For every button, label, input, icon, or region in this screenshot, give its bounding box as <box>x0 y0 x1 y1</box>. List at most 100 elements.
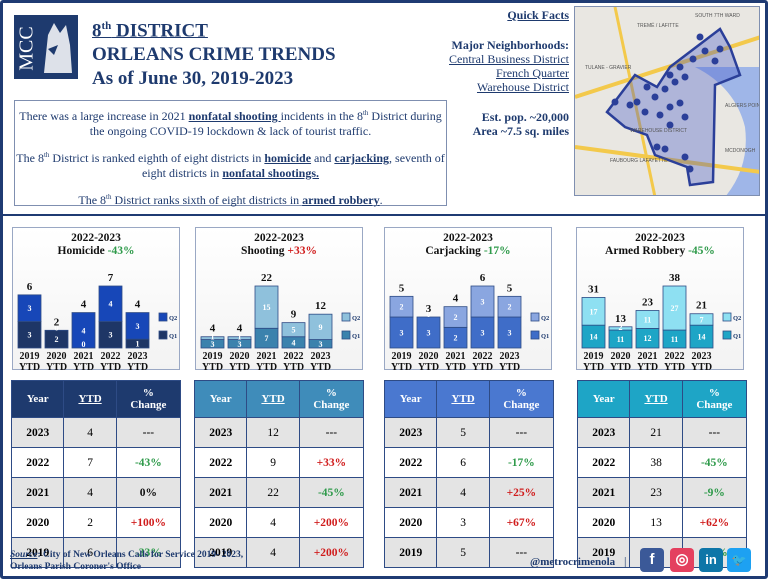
column-header-ytd: YTD <box>629 380 683 418</box>
cell-ytd: 22 <box>246 477 300 508</box>
x-tick-label: 2023 <box>692 351 712 362</box>
neighborhoods-label: Major Neighborhoods: <box>451 38 569 52</box>
bar-total-label: 9 <box>291 309 297 321</box>
table-row: 2021 4 0% <box>10 477 182 508</box>
bar-label-q2: 7 <box>700 315 704 324</box>
chart-crime-type: Carjacking <box>425 245 481 257</box>
x-tick-label: 2019 <box>203 351 223 362</box>
x-tick-label: 2021 <box>74 351 94 362</box>
bar-label-q1: 3 <box>481 329 485 338</box>
x-tick-label: 2023 <box>311 351 331 362</box>
x-tick-label: YTD <box>100 362 121 371</box>
bar-label-q2: 27 <box>671 304 679 313</box>
quick-facts-title: Quick Facts <box>507 8 569 22</box>
bar-label-q2: 3 <box>136 322 140 331</box>
table-header-row: Year YTD% Change <box>383 380 555 418</box>
x-tick-label: 2019 <box>20 351 40 362</box>
map-graphic: TREMÉ / LAFITTE SOUTH 7TH WARD TULANE - … <box>575 7 759 195</box>
bar-total-label: 31 <box>588 283 599 295</box>
bar-q2 <box>98 285 123 322</box>
chart-panel-armed-robbery: 2022-2023 Armed Robbery -45% 14 17 31 2019 Y… <box>576 227 744 371</box>
bar-q2 <box>689 313 714 326</box>
cell-ytd: 7 <box>63 447 117 478</box>
x-tick-label: 2019 <box>392 351 412 362</box>
cell-year: 2023 <box>193 417 248 448</box>
chart-change: +33% <box>287 245 317 257</box>
river <box>695 67 759 195</box>
bar-label-q2: 0 <box>55 323 59 332</box>
cell-ytd: 2 <box>63 507 117 538</box>
table-header-row: Year YTD% Change <box>10 380 182 418</box>
map-label: WAREHOUSE DISTRICT <box>630 128 687 134</box>
x-tick-label: 2021 <box>638 351 658 362</box>
table-row: 2019 4 +200% <box>193 537 365 568</box>
legend-swatch-q1 <box>341 330 351 340</box>
cell-change: -9% <box>681 477 748 508</box>
table-row: 2020 2 +100% <box>10 507 182 538</box>
twitter-glyph: 🐦 <box>731 553 747 567</box>
bar-total-label: 4 <box>210 323 216 335</box>
cell-year: 2023 <box>576 417 631 448</box>
bar-label-q1: 3 <box>28 331 32 340</box>
cell-ytd: 6 <box>63 537 117 568</box>
bar-q2 <box>608 326 633 331</box>
social-handle[interactable]: @metrocrimenola <box>530 556 616 568</box>
twitter-icon[interactable]: 🐦 <box>727 548 751 572</box>
cell-year: 2019 <box>10 537 65 568</box>
column-header-change: % Change <box>681 380 748 418</box>
cell-change: +100% <box>115 507 182 538</box>
neighborhood-item: French Quarter <box>496 66 569 80</box>
cell-change: +25% <box>488 477 555 508</box>
legend-label-q1: Q1 <box>733 333 741 340</box>
chart-title: 2022-2023 <box>71 232 121 244</box>
table-row: 2023 5 --- <box>383 417 555 448</box>
legend-swatch-q2 <box>722 312 732 322</box>
text: , seventh of eight districts in <box>141 151 445 180</box>
table-row: 2022 6 -17% <box>383 447 555 478</box>
column-header-year: Year <box>383 380 438 418</box>
text: District ranks sixth of eight districts … <box>111 193 303 207</box>
map-label: MCDONOGH <box>725 148 756 154</box>
x-tick-label: YTD <box>583 362 604 371</box>
cell-change: -33% <box>115 537 182 568</box>
column-header-year: Year <box>193 380 248 418</box>
bar-total-label: 7 <box>108 272 114 284</box>
source-label: Source <box>10 550 38 560</box>
highlight-armed-robbery: armed robbery <box>302 193 380 207</box>
bar-label-q2: 9 <box>319 323 323 332</box>
bar-label-q1: 12 <box>644 334 652 343</box>
legend-label-q2: Q2 <box>169 315 177 322</box>
section-divider <box>3 214 765 216</box>
bar-q2 <box>308 313 333 340</box>
cell-year: 2021 <box>10 477 65 508</box>
cell-change: --- <box>488 537 555 568</box>
cell-ytd: 6 <box>436 447 490 478</box>
x-tick-label: YTD <box>610 362 631 371</box>
area: Area ~7.5 sq. miles <box>472 124 569 138</box>
x-tick-label: YTD <box>19 362 40 371</box>
cell-ytd: 4 <box>246 507 300 538</box>
bar-label-q2: 4 <box>109 300 113 309</box>
bar-total-label: 2 <box>54 316 60 328</box>
cell-ytd: 4 <box>246 537 300 568</box>
bar-q2 <box>470 285 495 318</box>
bar-label-q2: 11 <box>644 315 652 324</box>
instagram-icon[interactable]: ◎ <box>670 548 694 572</box>
cell-change: 0% <box>115 477 182 508</box>
cell-year: 2023 <box>10 417 65 448</box>
facebook-icon[interactable]: f <box>640 548 664 572</box>
armed-robbery-chart: 1417312019YTD112132020YTD1211232021YTD11… <box>581 272 741 371</box>
chart-panel-shooting: 2022-2023 Shooting +33% 3 1 4 2019 YTD 3 1 4 202… <box>195 227 363 371</box>
x-tick-label: 2020 <box>47 351 67 362</box>
bar-q2 <box>662 285 687 331</box>
x-tick-label: YTD <box>391 362 412 371</box>
bar-label-q1: 3 <box>319 340 323 349</box>
title-line-3: As of June 30, 2019-2023 <box>92 68 294 90</box>
bar-label-q1: 14 <box>698 333 706 342</box>
linkedin-icon[interactable]: in <box>699 548 723 572</box>
cell-change: +33% <box>298 447 365 478</box>
text: incidents in the 8 <box>280 109 363 123</box>
x-tick-label: YTD <box>664 362 685 371</box>
bar-label-q1: 3 <box>508 329 512 338</box>
chart-title: 2022-2023 <box>635 232 685 244</box>
